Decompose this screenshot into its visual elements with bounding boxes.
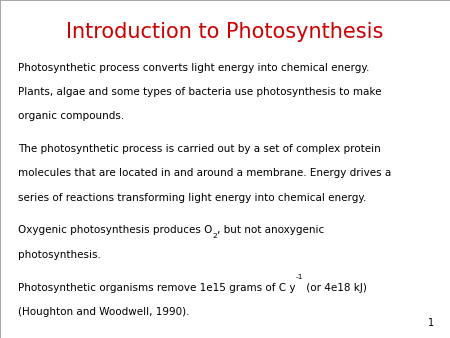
Text: Plants, algae and some types of bacteria use photosynthesis to make: Plants, algae and some types of bacteria… xyxy=(18,87,382,97)
Text: (or 4e18 kJ): (or 4e18 kJ) xyxy=(303,283,367,293)
Text: Introduction to Photosynthesis: Introduction to Photosynthesis xyxy=(66,22,384,42)
Text: 1: 1 xyxy=(428,318,434,328)
Text: , but not anoxygenic: , but not anoxygenic xyxy=(217,225,324,236)
Text: 2: 2 xyxy=(212,233,217,239)
Text: photosynthesis.: photosynthesis. xyxy=(18,250,101,260)
Text: (Houghton and Woodwell, 1990).: (Houghton and Woodwell, 1990). xyxy=(18,307,189,317)
Text: molecules that are located in and around a membrane. Energy drives a: molecules that are located in and around… xyxy=(18,168,391,178)
Text: series of reactions transforming light energy into chemical energy.: series of reactions transforming light e… xyxy=(18,193,366,203)
Text: organic compounds.: organic compounds. xyxy=(18,111,124,121)
Text: The photosynthetic process is carried out by a set of complex protein: The photosynthetic process is carried ou… xyxy=(18,144,381,154)
Text: Oxygenic photosynthesis produces O: Oxygenic photosynthesis produces O xyxy=(18,225,212,236)
Text: -1: -1 xyxy=(296,274,303,280)
Text: Photosynthetic process converts light energy into chemical energy.: Photosynthetic process converts light en… xyxy=(18,63,369,73)
Text: Photosynthetic organisms remove 1e15 grams of C y: Photosynthetic organisms remove 1e15 gra… xyxy=(18,283,296,293)
